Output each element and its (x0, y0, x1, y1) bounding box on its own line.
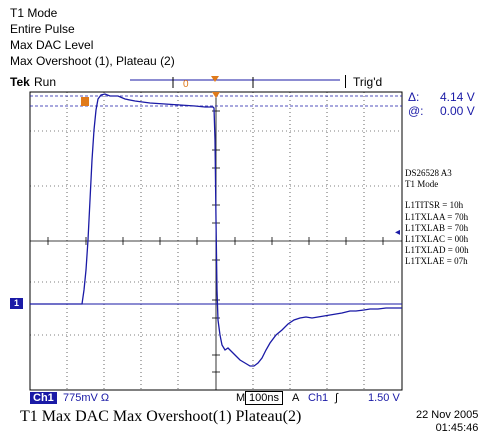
trigger-level-arrow-icon: ◂ (395, 227, 401, 238)
run-status: Run (34, 75, 57, 89)
record-zero-marker: 0 (183, 79, 189, 90)
title-line-4: Max Overshoot (1), Plateau (2) (10, 54, 175, 68)
register-line: L1TXLAC = 00h (405, 234, 469, 244)
register-line: L1TITSR = 10h (405, 200, 464, 210)
register-line: L1TXLAD = 00h (405, 245, 469, 255)
register-line: L1TXLAA = 70h (405, 212, 469, 222)
figure-caption: T1 Max DAC Max Overshoot(1) Plateau(2) (20, 408, 302, 425)
rising-edge-icon: ∫ (335, 392, 339, 404)
timestamp: 22 Nov 2005 01:45:46 (416, 409, 478, 435)
title-line-1: T1 Mode (10, 6, 58, 20)
status-divider (345, 75, 346, 88)
waveform-trace (30, 93, 402, 367)
delta-value: 4.14 V (440, 90, 475, 104)
mode-note: T1 Mode (405, 179, 439, 189)
title-line-3: Max DAC Level (10, 38, 94, 52)
title-line-2: Entire Pulse (10, 22, 75, 36)
trigger-mode: A (292, 392, 300, 404)
register-line: L1TXLAE = 07h (405, 256, 468, 266)
trigger-position-icon (212, 92, 220, 98)
channel-ground-marker[interactable]: 1 (10, 298, 23, 309)
trigger-level: 1.50 V (368, 392, 400, 404)
at-value: 0.00 V (440, 104, 475, 118)
trigger-source: Ch1 (308, 392, 329, 404)
channel-1-button[interactable]: Ch1 (30, 392, 57, 404)
register-line: L1TXLAB = 70h (405, 223, 469, 233)
timestamp-date: 22 Nov 2005 (416, 409, 479, 421)
trigger-status: Trig'd (353, 75, 383, 89)
delta-label: Δ: (408, 90, 420, 104)
brand-label: Tek (10, 75, 30, 89)
timestamp-time: 01:45:46 (435, 422, 479, 434)
timebase-prefix: M (236, 392, 246, 404)
cursor-marker-icon (81, 97, 89, 106)
vertical-scale: 775mV Ω (63, 392, 110, 404)
timebase-value[interactable]: 100ns (245, 391, 283, 405)
trigger-position-top-icon (211, 76, 219, 82)
at-label: @: (408, 104, 424, 118)
device-label: DS26528 A3 (405, 168, 452, 178)
